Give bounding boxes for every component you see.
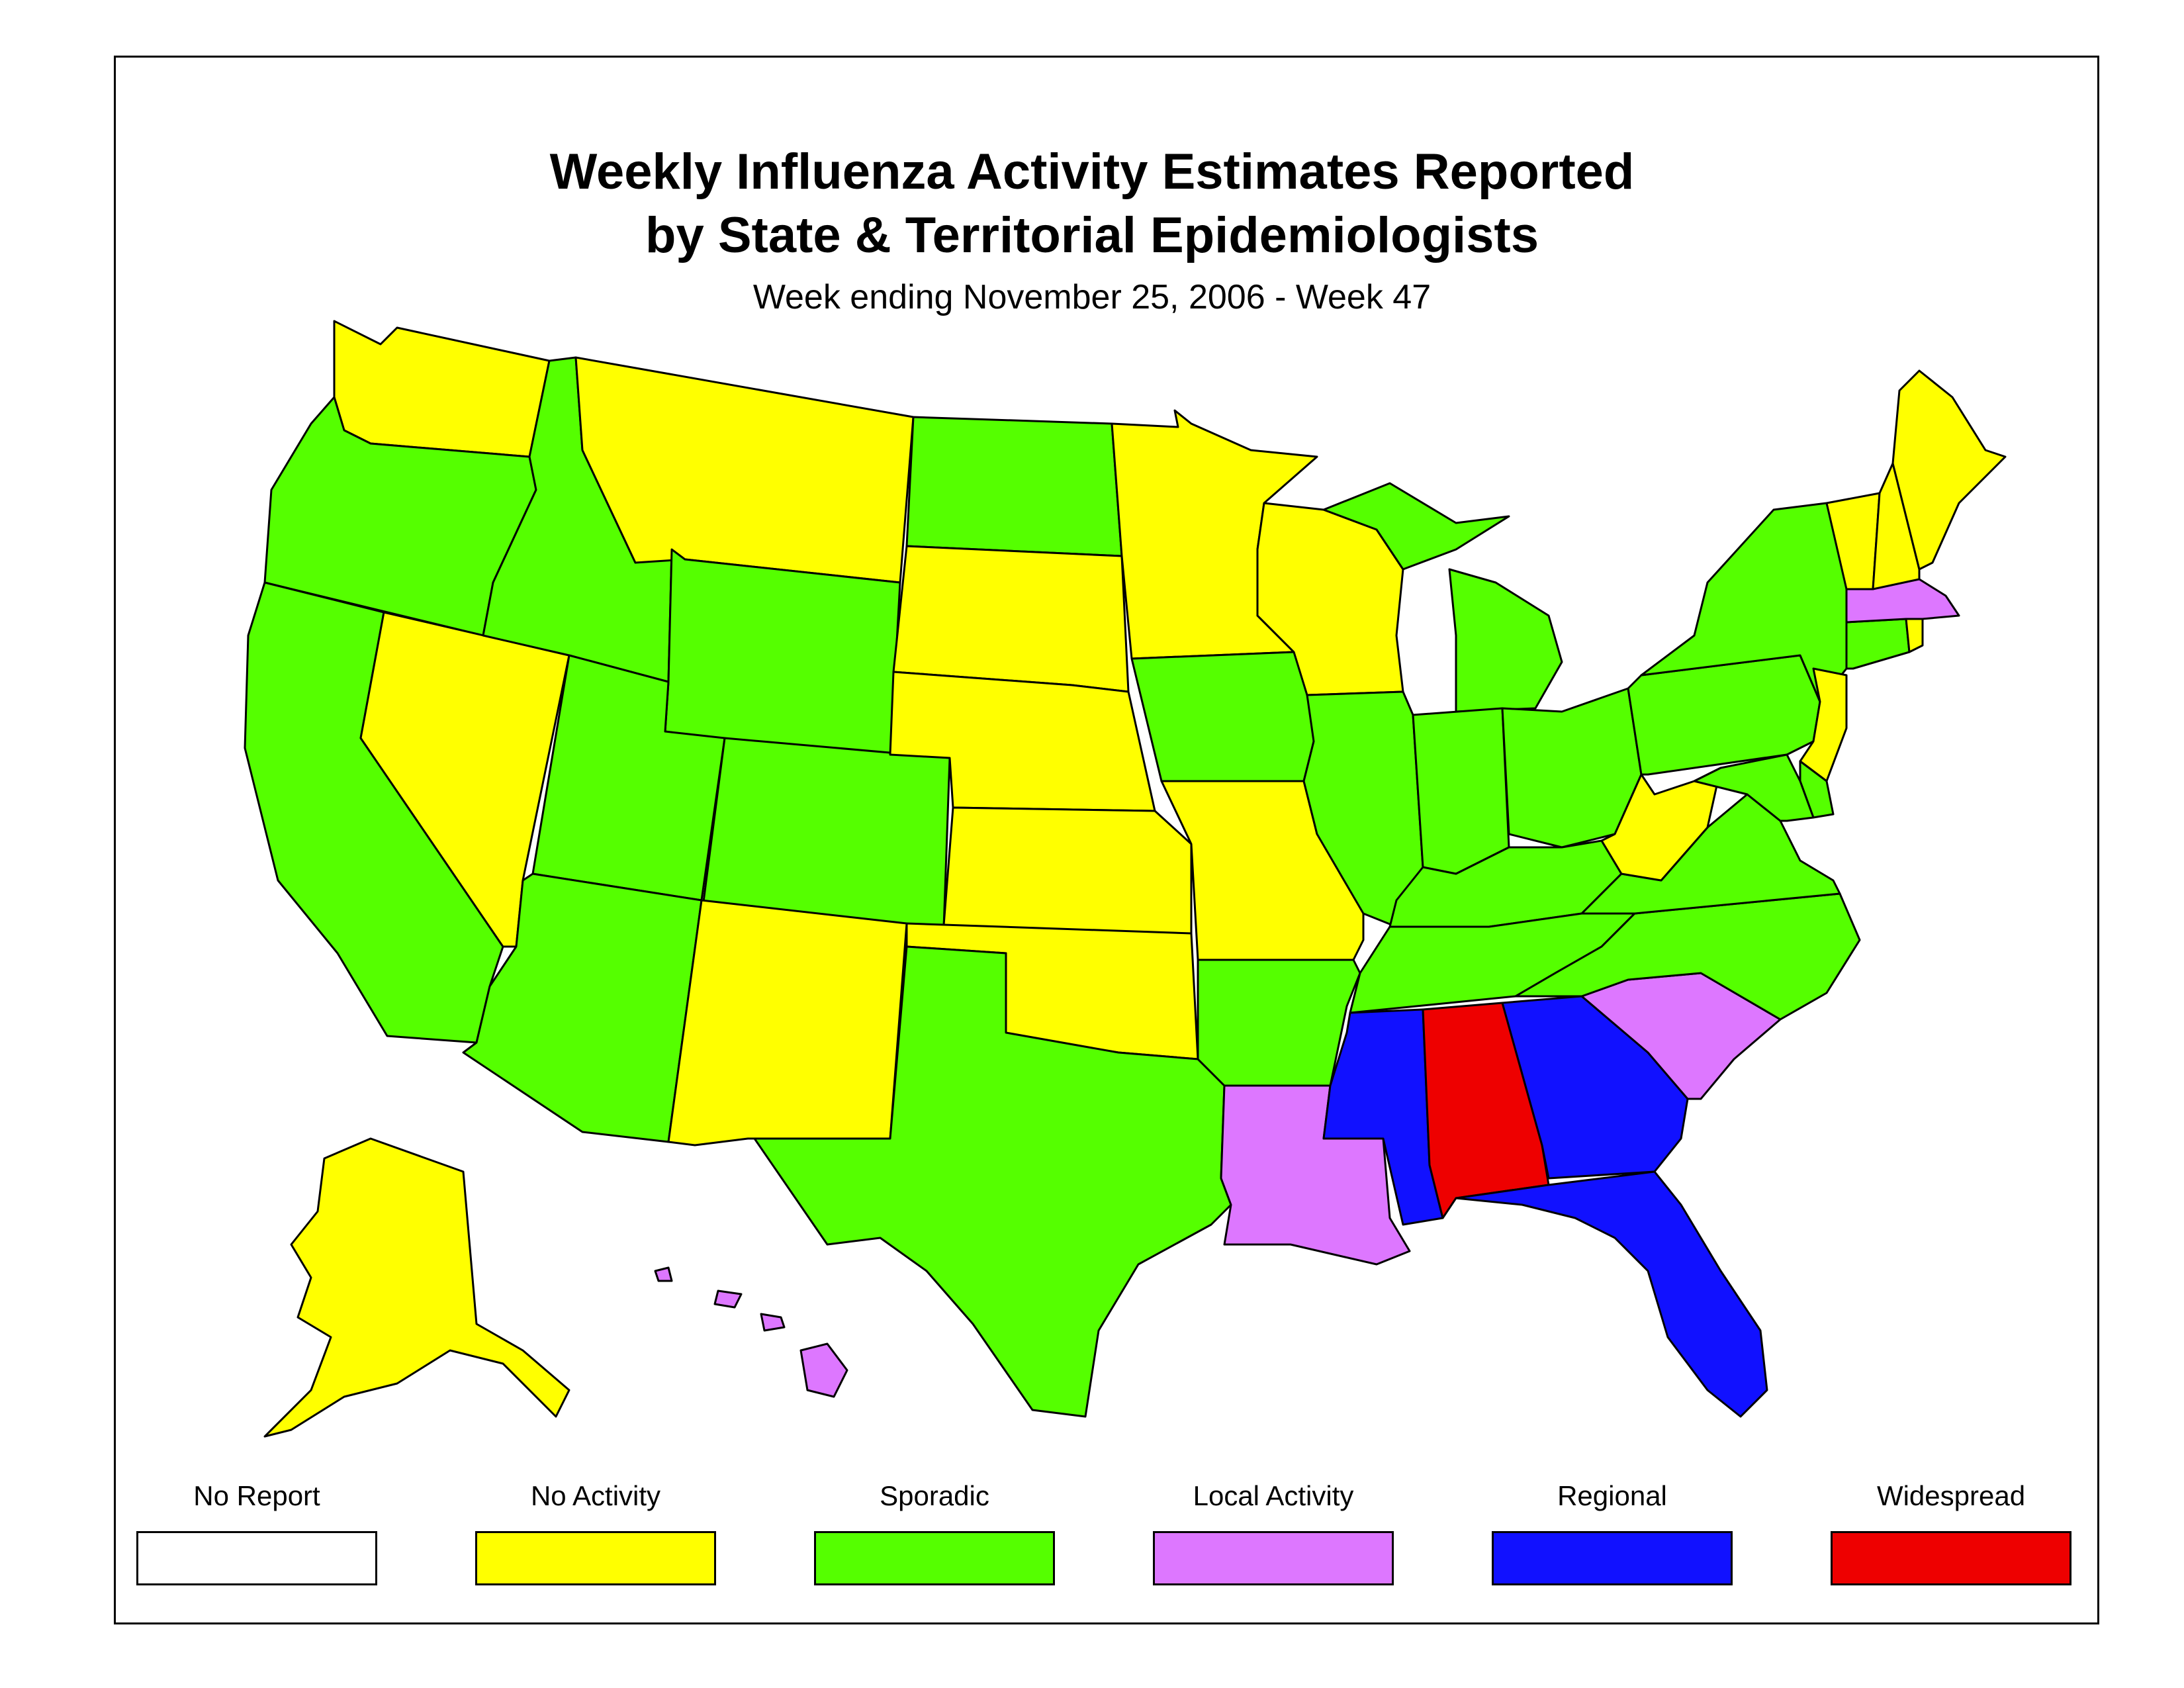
legend-swatch-widespread <box>1831 1531 2071 1585</box>
state-SD <box>892 545 1130 693</box>
title-line-2: by State & Territorial Epidemiologists <box>645 207 1539 263</box>
legend-item-regional: Regional <box>1492 1479 1733 1585</box>
legend-label-regional: Regional <box>1557 1480 1667 1511</box>
legend-label-no-activity: No Activity <box>530 1480 661 1511</box>
state-ME <box>1891 369 2007 571</box>
state-CT <box>1845 618 1911 670</box>
state-AR <box>1197 959 1361 1087</box>
state-WI <box>1256 502 1404 696</box>
state-TX <box>753 945 1232 1418</box>
title-line-1: Weekly Influenza Activity Estimates Repo… <box>549 144 1635 200</box>
map-frame <box>114 56 2099 1624</box>
legend-item-local-activity: Local Activity <box>1153 1479 1394 1585</box>
legend-swatch-local-activity <box>1153 1531 1394 1585</box>
state-NM <box>667 899 908 1147</box>
legend-swatch-regional <box>1492 1531 1733 1585</box>
legend-label-local-activity: Local Activity <box>1193 1480 1354 1511</box>
state-NC <box>1514 892 1861 1021</box>
legend-item-sporadic: Sporadic <box>814 1479 1055 1585</box>
state-WA <box>333 320 551 458</box>
state-IA <box>1130 651 1325 782</box>
legend-swatch-no-report <box>136 1531 377 1585</box>
state-NH <box>1872 462 1921 590</box>
legend-item-widespread: Widespread <box>1831 1479 2071 1585</box>
state-AK <box>263 1137 570 1438</box>
legend-label-sporadic: Sporadic <box>880 1480 989 1511</box>
subtitle: Week ending November 25, 2006 - Week 47 <box>752 278 1432 316</box>
state-IL <box>1302 690 1424 928</box>
legend-swatch-sporadic <box>814 1531 1055 1585</box>
state-WY <box>664 548 901 763</box>
state-MA <box>1845 578 1960 624</box>
legend-swatch-no-activity <box>475 1531 716 1585</box>
legend-label-no-report: No Report <box>193 1480 320 1511</box>
legend-item-no-report: No Report <box>136 1479 377 1585</box>
state-KS <box>942 806 1193 935</box>
state-ND <box>905 416 1123 557</box>
state-MD <box>1693 753 1815 822</box>
legend-label-widespread: Widespread <box>1876 1480 2026 1511</box>
legend-item-no-activity: No Activity <box>475 1479 716 1585</box>
state-HI <box>654 1266 848 1398</box>
state-IN <box>1412 707 1510 875</box>
state-MI <box>1322 482 1563 713</box>
state-RI <box>1905 618 1924 653</box>
state-FL <box>1455 1170 1768 1418</box>
